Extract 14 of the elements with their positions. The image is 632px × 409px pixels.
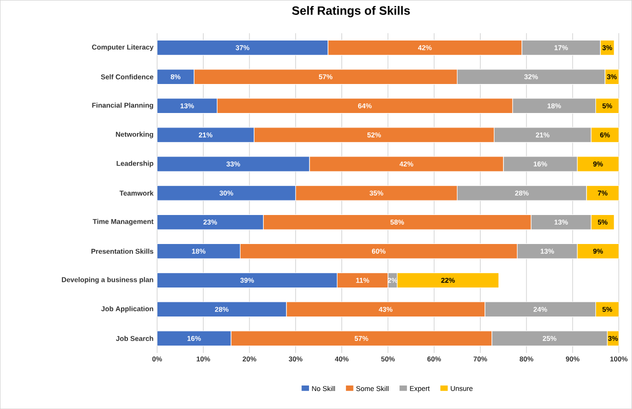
bar <box>576 243 619 259</box>
bar <box>157 330 232 346</box>
bar <box>157 272 338 288</box>
bar <box>157 98 218 114</box>
bar <box>396 272 500 288</box>
chart-title: Self Ratings of Skills <box>292 6 410 18</box>
bar <box>157 156 310 172</box>
bar <box>157 40 328 56</box>
bar <box>157 302 287 318</box>
bar <box>157 127 254 143</box>
bar <box>157 185 296 201</box>
bar <box>157 243 241 259</box>
bar <box>157 214 264 230</box>
bar <box>157 68 194 85</box>
